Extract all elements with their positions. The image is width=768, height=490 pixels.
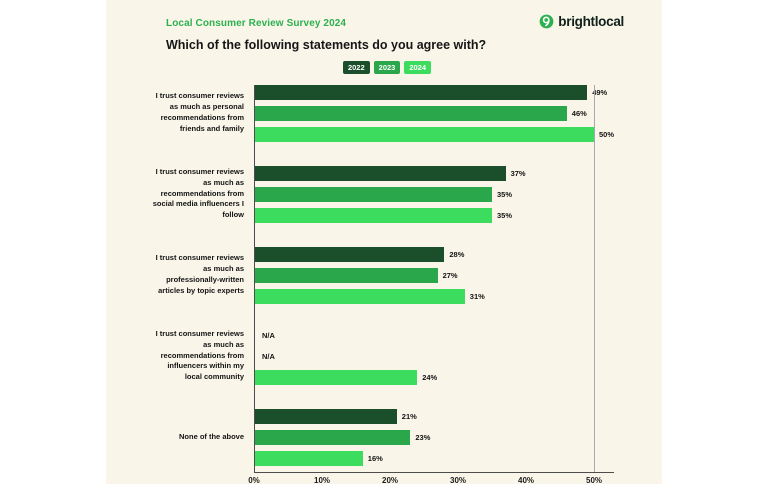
value-label: 16% [367, 453, 383, 463]
bar-2022 [254, 246, 445, 262]
bar-row: 16% [254, 450, 624, 466]
legend-item-2023: 2023 [373, 61, 401, 74]
bar-row: 27% [254, 267, 624, 283]
gridline-50pct [594, 84, 595, 472]
bar-row: N/A [254, 328, 624, 343]
bar-stack: 37% 35% 35% [254, 165, 624, 223]
bar-group: I trust consumer reviews as much as reco… [150, 328, 624, 385]
bar-2024 [254, 369, 418, 385]
bar-2024 [254, 207, 492, 223]
x-axis-ticks: 0% 10% 20% 30% 40% 50% [248, 475, 624, 490]
bar-row: 21% [254, 408, 624, 424]
category-label: I trust consumer reviews as much as reco… [152, 166, 244, 220]
bar-group: I trust consumer reviews as much as reco… [150, 165, 624, 223]
category-label: I trust consumer reviews as much as prof… [155, 253, 244, 295]
bar-2023 [254, 429, 411, 445]
value-label: 21% [401, 411, 417, 421]
survey-title: Local Consumer Review Survey 2024 [166, 18, 347, 29]
bar-group: I trust consumer reviews as much as prof… [150, 246, 624, 304]
bar-2023 [254, 267, 438, 283]
category-label: I trust consumer reviews as much as pers… [155, 91, 244, 133]
bar-2024 [254, 288, 465, 304]
bar-2023 [254, 186, 492, 202]
x-tick: 40% [517, 475, 535, 485]
x-tick: 50% [585, 475, 603, 485]
x-axis-line [254, 471, 614, 473]
bar-row: 24% [254, 369, 624, 385]
bar-row: 37% [254, 165, 624, 181]
bar-row: 50% [254, 126, 624, 142]
value-label: 46% [571, 108, 587, 118]
bar-row: 23% [254, 429, 624, 445]
bar-row: 46% [254, 105, 624, 121]
bar-group: I trust consumer reviews as much as pers… [150, 84, 624, 142]
bar-2022 [254, 84, 588, 100]
bar-2022 [254, 408, 397, 424]
value-label: 31% [469, 291, 485, 301]
value-label: 35% [497, 189, 513, 199]
bar-chart: I trust consumer reviews as much as pers… [150, 84, 624, 490]
bar-row: 28% [254, 246, 624, 262]
bar-row: 35% [254, 186, 624, 202]
bar-stack: N/A N/A 24% [254, 328, 624, 385]
bar-row: 49% [254, 84, 624, 100]
value-label: 24% [422, 372, 438, 382]
value-label: 37% [510, 168, 526, 178]
bar-2024 [254, 450, 363, 466]
plot: I trust consumer reviews as much as pers… [150, 84, 624, 466]
bar-stack: 21% 23% 16% [254, 408, 624, 466]
value-label: 28% [449, 249, 465, 259]
bar-2023 [254, 105, 567, 121]
brand-name: brightlocal [558, 14, 624, 29]
legend-item-2022: 2022 [342, 61, 370, 74]
infographic-panel: Local Consumer Review Survey 2024 bright… [106, 0, 662, 485]
bar-2024 [254, 126, 594, 142]
x-tick: 0% [248, 475, 260, 485]
y-axis-line [254, 84, 255, 472]
value-label: 23% [415, 432, 431, 442]
value-label: 35% [497, 210, 513, 220]
chart-title: Which of the following statements do you… [166, 38, 487, 52]
bar-row: N/A [254, 349, 624, 364]
header: Local Consumer Review Survey 2024 bright… [166, 14, 624, 29]
value-label: 50% [599, 129, 615, 139]
legend-item-2024: 2024 [404, 61, 432, 74]
brightlocal-logo-icon [539, 14, 554, 29]
category-label: None of the above [178, 431, 244, 441]
value-label: 27% [442, 270, 458, 280]
x-tick: 30% [449, 475, 467, 485]
value-label: 49% [592, 87, 608, 97]
x-tick: 10% [313, 475, 331, 485]
bar-group: None of the above 21% 23% 16% [150, 408, 624, 466]
value-label: N/A [262, 330, 275, 340]
bar-2022 [254, 165, 506, 181]
value-label: N/A [262, 351, 275, 361]
category-label: I trust consumer reviews as much as reco… [155, 328, 244, 382]
brand-logo: brightlocal [539, 14, 624, 29]
bar-row: 31% [254, 288, 624, 304]
x-tick: 20% [381, 475, 399, 485]
bar-stack: 28% 27% 31% [254, 246, 624, 304]
bar-row: 35% [254, 207, 624, 223]
legend: 2022 2023 2024 [150, 61, 624, 74]
bar-stack: 49% 46% 50% [254, 84, 624, 142]
